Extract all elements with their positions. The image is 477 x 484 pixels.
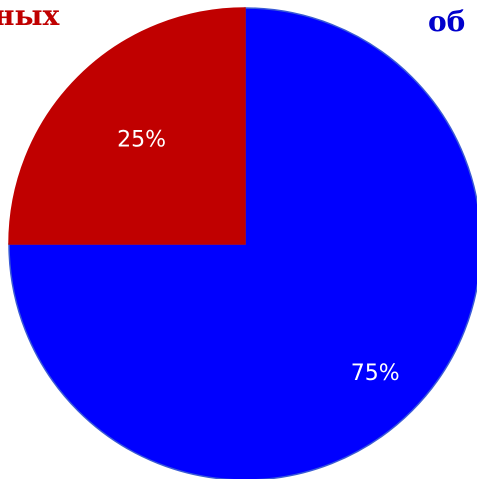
top-left-text-fragment: ных: [0, 0, 60, 32]
pie-slice-2: [8, 7, 246, 245]
pie-slice-2-label: 25%: [117, 128, 166, 153]
top-right-text-fragment: об: [428, 5, 466, 38]
pie-slice-1-label: 75%: [351, 361, 400, 386]
